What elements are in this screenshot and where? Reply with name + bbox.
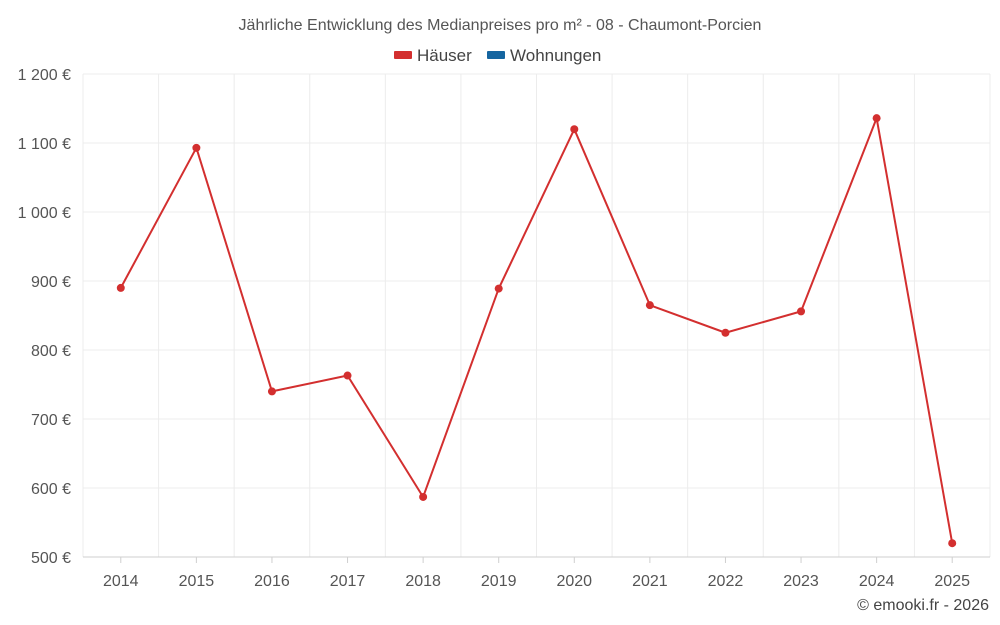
x-tick-label: 2021 xyxy=(632,573,668,590)
credit-text: © emooki.fr - 2026 xyxy=(857,597,989,614)
data-point[interactable] xyxy=(721,328,730,337)
data-point[interactable] xyxy=(948,539,957,548)
x-tick-label: 2024 xyxy=(859,573,895,590)
y-tick-label: 900 € xyxy=(31,274,71,291)
legend-label-haeuser: Häuser xyxy=(417,46,472,65)
x-tick-label: 2020 xyxy=(556,573,592,590)
data-point[interactable] xyxy=(872,114,881,123)
y-tick-label: 800 € xyxy=(31,343,71,360)
y-tick-label: 1 000 € xyxy=(18,205,71,222)
series-lines xyxy=(119,117,954,544)
y-axis-ticks: 500 € 600 € 700 € 800 € 900 € 1 000 € 1 100 € 1… xyxy=(18,67,71,567)
y-tick-label: 1 100 € xyxy=(18,136,71,153)
y-tick-label: 600 € xyxy=(31,481,71,498)
data-point[interactable] xyxy=(494,284,503,293)
data-point[interactable] xyxy=(570,125,579,134)
legend: Häuser Wohnungen xyxy=(394,46,601,65)
x-tick-label: 2019 xyxy=(481,573,517,590)
series-line-0 xyxy=(119,117,954,544)
x-tick-label: 2017 xyxy=(330,573,366,590)
legend-swatch-wohnungen xyxy=(487,51,505,59)
data-point[interactable] xyxy=(797,307,806,316)
data-point[interactable] xyxy=(343,371,352,380)
data-point[interactable] xyxy=(192,143,201,152)
x-tick-label: 2015 xyxy=(179,573,215,590)
legend-item-haeuser[interactable]: Häuser xyxy=(394,46,472,65)
legend-swatch-haeuser xyxy=(394,51,412,59)
data-point[interactable] xyxy=(267,387,276,396)
chart-title: Jährliche Entwicklung des Medianpreises … xyxy=(239,17,762,34)
x-tick-label: 2022 xyxy=(708,573,744,590)
legend-label-wohnungen: Wohnungen xyxy=(510,46,601,65)
data-point[interactable] xyxy=(116,283,125,292)
x-tick-label: 2014 xyxy=(103,573,139,590)
series-points xyxy=(116,114,957,548)
data-point[interactable] xyxy=(419,492,428,501)
legend-item-wohnungen[interactable]: Wohnungen xyxy=(487,46,601,65)
y-tick-label: 500 € xyxy=(31,550,71,567)
x-axis-ticks: 2014 2015 2016 2017 2018 2019 2020 2021 2022 2023… xyxy=(103,557,970,590)
y-tick-label: 1 200 € xyxy=(18,67,71,84)
x-gridlines xyxy=(82,74,991,557)
data-point[interactable] xyxy=(645,301,654,310)
x-tick-label: 2018 xyxy=(405,573,441,590)
y-tick-label: 700 € xyxy=(31,412,71,429)
x-tick-label: 2025 xyxy=(934,573,970,590)
x-tick-label: 2023 xyxy=(783,573,819,590)
x-tick-label: 2016 xyxy=(254,573,290,590)
